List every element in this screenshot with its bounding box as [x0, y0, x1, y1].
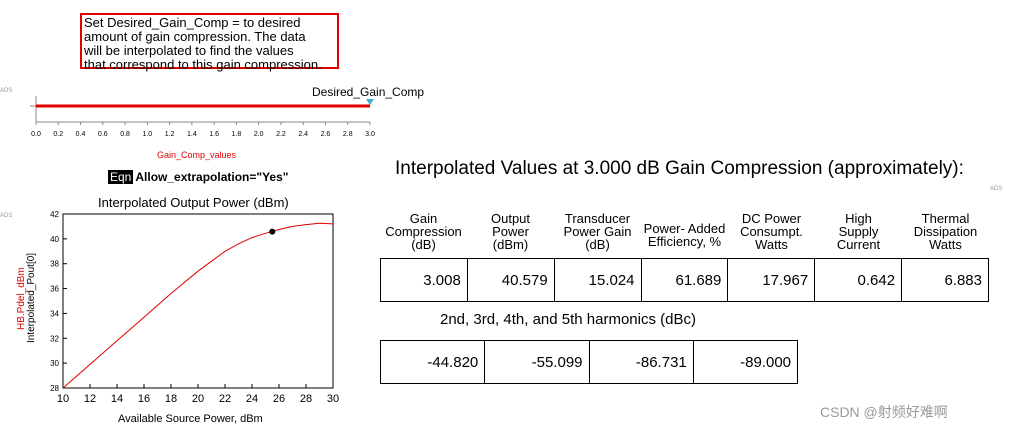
slider-tick-label: 2.6 [321, 131, 331, 138]
harmonics-title: 2nd, 3rd, 4th, and 5th harmonics (dBc) [440, 311, 696, 328]
table-row: -44.820 -55.099 -86.731 -89.000 [379, 340, 799, 384]
y-tick-label: 32 [50, 334, 59, 343]
results-header-row: Gain Compression (dB) Output Power (dBm) Tra… [380, 212, 990, 256]
x-tick-label: 30 [327, 393, 339, 405]
value-dc-power: 17.967 [727, 258, 816, 302]
slider-label: Desired_Gain_Comp [312, 85, 425, 99]
x-tick-label: 18 [165, 393, 177, 405]
slider-axis-label: Gain_Comp_values [157, 150, 237, 160]
slider-tick-label: 2.2 [276, 131, 286, 138]
slider-tick-label: 0.8 [120, 131, 130, 138]
y-tick-label: 42 [50, 210, 59, 219]
slider-tick-label: 0.2 [53, 131, 63, 138]
slider-tick-label: 3.0 [365, 131, 375, 138]
slider-tick-label: 1.2 [165, 131, 175, 138]
chart-xlabel: Available Source Power, dBm [118, 413, 263, 425]
x-tick-label: 16 [138, 393, 150, 405]
header-pae: Power- Added Efficiency, % [643, 221, 726, 249]
value-gain-comp: 3.008 [380, 258, 468, 302]
slider-tick-label: 1.0 [142, 131, 152, 138]
x-tick-label: 24 [246, 393, 258, 405]
output-power-chart: 10 12 14 16 18 20 22 24 26 28 30 28 30 32 34 36 38 40 42 [50, 210, 339, 405]
slider-tick-label: 2.0 [254, 131, 264, 138]
harmonics-table: -44.820 -55.099 -86.731 -89.000 [379, 340, 799, 384]
y-tick-label: 38 [50, 260, 59, 269]
header-transducer-gain: Transducer Power Gain (dB) [563, 211, 632, 252]
y-tick-label: 40 [50, 235, 59, 244]
y-tick-label: 28 [50, 384, 59, 393]
value-output-power: 40.579 [466, 258, 555, 302]
harmonic-5th: -89.000 [692, 340, 799, 384]
x-tick-label: 26 [273, 393, 285, 405]
harmonic-2nd: -44.820 [379, 340, 486, 384]
slider-tick-label: 2.4 [298, 131, 308, 138]
header-thermal: Thermal Dissipation Watts [913, 211, 978, 252]
value-pae: 61.689 [640, 258, 729, 302]
harmonic-3rd: -55.099 [484, 340, 590, 384]
harmonic-4th: -86.731 [588, 340, 694, 384]
value-supply-current: 0.642 [814, 258, 903, 302]
x-tick-label: 22 [219, 393, 231, 405]
table-row: 3.008 40.579 15.024 61.689 17.967 0.642 … [380, 258, 989, 302]
slider-tick-label: 1.8 [232, 131, 242, 138]
header-gain-comp: Gain Compression (dB) [385, 211, 462, 252]
ads-tag-slider: ADS [0, 88, 13, 94]
header-output-power: Output Power (dBm) [490, 211, 531, 252]
chart-title: Interpolated Output Power (dBm) [98, 195, 289, 210]
slider-tick-label: 2.8 [343, 131, 353, 138]
x-tick-label: 28 [300, 393, 312, 405]
slider-tick-label: 1.6 [209, 131, 219, 138]
y-tick-label: 36 [50, 285, 59, 294]
plot-frame [62, 213, 334, 389]
gain-comp-slider[interactable]: 0.0 0.2 0.4 0.6 0.8 1.0 1.2 1.4 1.6 1.8 2.0 2.2 2.4 2… [0, 92, 390, 142]
ads-tag-chart: ADS [0, 213, 13, 219]
slider-tick-label: 0.6 [98, 131, 108, 138]
header-dc-power: DC Power Consumpt. Watts [740, 211, 803, 252]
equation-block: Eqn Allow_extrapolation="Yes" [108, 170, 288, 184]
slider-thumb [366, 99, 374, 105]
x-tick-label: 14 [111, 393, 123, 405]
marker-point [269, 228, 276, 235]
results-title: Interpolated Values at 3.000 dB Gain Com… [395, 158, 964, 179]
slider-tick-label: 1.4 [187, 131, 197, 138]
results-table: 3.008 40.579 15.024 61.689 17.967 0.642 … [380, 258, 989, 302]
x-tick-label: 12 [84, 393, 96, 405]
x-tick-label: 20 [192, 393, 204, 405]
ads-tag-results: ADS [990, 186, 1003, 192]
series-line [62, 222, 334, 389]
y-tick-label: 34 [50, 309, 59, 318]
equation-text: Allow_extrapolation="Yes" [135, 170, 289, 184]
header-supply-current: High Supply Current [836, 211, 881, 252]
value-transducer-gain: 15.024 [553, 258, 642, 302]
y-tick-label: 30 [50, 359, 59, 368]
slider-tick-label: 0.0 [31, 131, 41, 138]
value-thermal: 6.883 [901, 258, 989, 302]
instruction-note: Set Desired_Gain_Comp = to desired amoun… [80, 13, 339, 72]
watermark: CSDN @射频好难啊 [820, 404, 948, 420]
eqn-tag: Eqn [108, 170, 134, 184]
slider-tick-label: 0.4 [76, 131, 86, 138]
x-tick-label: 10 [57, 393, 69, 405]
